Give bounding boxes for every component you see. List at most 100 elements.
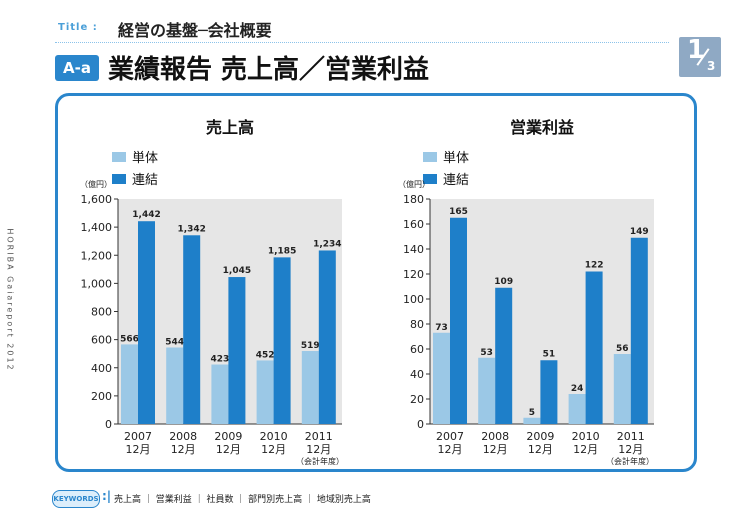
bar-consolidated bbox=[318, 250, 336, 424]
bar-consolidated bbox=[138, 221, 155, 424]
x-tick-label-year: 2010 bbox=[260, 430, 288, 443]
charts-panel bbox=[55, 93, 697, 472]
bar-single bbox=[166, 347, 184, 424]
bar-single bbox=[523, 417, 541, 424]
data-label: 544 bbox=[165, 338, 184, 348]
y-tick-label: 1,000 bbox=[81, 277, 113, 290]
bar-single bbox=[121, 344, 138, 424]
y-tick-label: 20 bbox=[410, 393, 424, 406]
y-tick-label: 800 bbox=[91, 306, 112, 319]
page-title: 経営の基盤─会社概要 bbox=[118, 21, 272, 40]
x-tick-label-year: 2007 bbox=[124, 430, 152, 443]
y-tick-label: 1,200 bbox=[81, 249, 113, 262]
bar-single bbox=[433, 332, 450, 424]
bar-consolidated bbox=[630, 237, 648, 424]
bar-single bbox=[211, 364, 229, 424]
y-tick-label: 140 bbox=[403, 243, 424, 256]
y-tick-label: 40 bbox=[410, 368, 424, 381]
y-tick-label: 1,600 bbox=[81, 193, 113, 206]
data-label: 5 bbox=[529, 408, 535, 418]
data-label: 53 bbox=[480, 348, 493, 358]
legend-label: 連結 bbox=[443, 173, 469, 188]
header-divider bbox=[55, 42, 669, 43]
bar-consolidated bbox=[228, 277, 246, 424]
data-label: 109 bbox=[494, 277, 513, 287]
data-label: 165 bbox=[449, 207, 468, 217]
y-unit-label: （億円） bbox=[80, 179, 112, 189]
bar-single bbox=[478, 357, 496, 424]
y-tick-label: 0 bbox=[105, 418, 112, 431]
data-label: 56 bbox=[616, 344, 629, 354]
keywords-list: 売上高 ｜ 営業利益 ｜ 社員数 ｜ 部門別売上高 ｜ 地域別売上高 bbox=[114, 495, 371, 505]
x-tick-label-month: 12月 bbox=[261, 443, 286, 456]
y-tick-label: 180 bbox=[403, 193, 424, 206]
data-label: 149 bbox=[630, 227, 649, 237]
bar-consolidated bbox=[183, 235, 201, 424]
y-tick-label: 200 bbox=[91, 390, 112, 403]
x-tick-label-month: 12月 bbox=[126, 443, 151, 456]
legend-swatch bbox=[112, 152, 126, 162]
y-tick-label: 80 bbox=[410, 318, 424, 331]
legend-swatch bbox=[423, 174, 437, 184]
x-tick-label-year: 2011 bbox=[305, 430, 333, 443]
page-total: 3 bbox=[707, 59, 716, 73]
x-tick-label-year: 2008 bbox=[481, 430, 509, 443]
legend-label: 単体 bbox=[443, 150, 469, 166]
title-label: Title : bbox=[58, 22, 98, 33]
section-title: 業績報告 売上高／営業利益 bbox=[108, 55, 430, 85]
data-label: 1,045 bbox=[223, 266, 251, 276]
data-label: 423 bbox=[211, 355, 230, 365]
chart-title: 営業利益 bbox=[510, 118, 574, 137]
x-tick-label-year: 2010 bbox=[572, 430, 600, 443]
bar-single bbox=[256, 360, 274, 424]
data-label: 1,234 bbox=[313, 239, 341, 249]
x-tick-label-month: 12月 bbox=[306, 443, 331, 456]
data-label: 51 bbox=[543, 349, 556, 359]
bar-single bbox=[568, 394, 586, 424]
y-tick-label: 160 bbox=[403, 218, 424, 231]
y-tick-label: 600 bbox=[91, 334, 112, 347]
y-tick-label: 400 bbox=[91, 362, 112, 375]
data-label: 519 bbox=[301, 341, 320, 351]
x-tick-label-year: 2011 bbox=[617, 430, 645, 443]
bar-consolidated bbox=[585, 271, 603, 424]
legend-label: 連結 bbox=[132, 173, 158, 188]
data-label: 452 bbox=[256, 350, 275, 360]
y-unit-label: （億円） bbox=[398, 179, 430, 189]
x-tick-label-month: 12月 bbox=[438, 443, 463, 456]
legend-label: 単体 bbox=[132, 150, 158, 166]
keywords-badge: KEYWORDS bbox=[52, 490, 100, 508]
bar-consolidated bbox=[495, 287, 513, 424]
x-tick-label-month: 12月 bbox=[573, 443, 598, 456]
chart-title: 売上高 bbox=[206, 118, 254, 137]
fiscal-year-note: （会計年度） bbox=[296, 456, 344, 466]
legend-swatch bbox=[112, 174, 126, 184]
x-tick-label-month: 12月 bbox=[618, 443, 643, 456]
y-tick-label: 60 bbox=[410, 343, 424, 356]
bar-consolidated bbox=[273, 257, 291, 424]
bar-single bbox=[301, 351, 319, 424]
data-label: 73 bbox=[435, 323, 448, 333]
data-label: 24 bbox=[571, 384, 584, 394]
x-tick-label-month: 12月 bbox=[483, 443, 508, 456]
fiscal-year-note: （会計年度） bbox=[606, 456, 654, 466]
y-tick-label: 0 bbox=[417, 418, 424, 431]
x-tick-label-year: 2009 bbox=[526, 430, 554, 443]
data-label: 566 bbox=[120, 334, 139, 344]
x-tick-label-month: 12月 bbox=[171, 443, 196, 456]
x-tick-label-year: 2008 bbox=[169, 430, 197, 443]
legend-swatch bbox=[423, 152, 437, 162]
y-tick-label: 100 bbox=[403, 293, 424, 306]
x-tick-label-year: 2009 bbox=[214, 430, 242, 443]
x-tick-label-month: 12月 bbox=[528, 443, 553, 456]
y-tick-label: 1,400 bbox=[81, 221, 113, 234]
data-label: 1,342 bbox=[177, 224, 205, 234]
x-tick-label-month: 12月 bbox=[216, 443, 241, 456]
page-indicator: 1 3 bbox=[679, 35, 721, 77]
keywords-separator-icon: :| bbox=[102, 489, 112, 503]
bar-consolidated bbox=[450, 217, 467, 424]
bar-single bbox=[613, 354, 631, 424]
data-label: 122 bbox=[585, 261, 604, 271]
data-label: 1,185 bbox=[268, 246, 296, 256]
